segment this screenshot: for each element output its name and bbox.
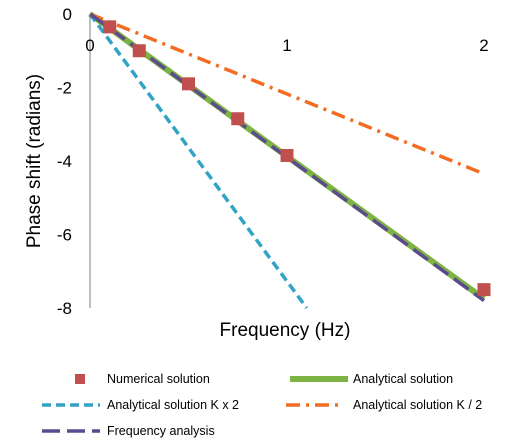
legend-item: Analytical solution K x 2 [42, 398, 239, 412]
legend-item: Analytical solution K / 2 [286, 398, 482, 412]
x-tick-label: 2 [479, 36, 488, 55]
legend-label: Numerical solution [107, 372, 210, 386]
y-tick-label: -2 [57, 79, 72, 98]
legend-label: Analytical solution [353, 372, 453, 386]
y-tick-label: -8 [57, 299, 72, 318]
data-point-marker [280, 148, 294, 162]
data-point-marker [103, 20, 117, 34]
data-point-marker [182, 77, 195, 91]
legend-label: Analytical solution K / 2 [353, 398, 482, 412]
y-tick-label: -6 [57, 226, 72, 245]
y-tick-label: -4 [57, 152, 72, 171]
data-point-marker [132, 44, 146, 58]
data-point-marker [231, 112, 245, 126]
x-tick-labels: 0 1 2 [85, 36, 488, 55]
legend-item: Frequency analysis [42, 424, 215, 438]
y-axis-label: Phase shift (radians) [24, 74, 45, 248]
legend-label: Frequency analysis [107, 424, 215, 438]
series-line-frequency-analysis [88, 12, 486, 303]
legend-item: Numerical solution [75, 372, 210, 386]
x-tick-label: 0 [85, 36, 94, 55]
data-point-marker [477, 283, 491, 297]
x-tick-label: 1 [282, 36, 291, 55]
plot-area [88, 11, 491, 310]
legend-item: Analytical solution [290, 372, 453, 386]
y-tick-labels: 0 -2 -4 -6 -8 [57, 5, 72, 318]
series-line-analytical-solution-k-x-2 [88, 12, 309, 310]
legend: Numerical solution Analytical solution Ana… [42, 372, 482, 438]
legend-swatch [75, 374, 85, 384]
legend-label: Analytical solution K x 2 [107, 398, 239, 412]
y-tick-label: 0 [63, 5, 72, 24]
x-axis-label: Frequency (Hz) [220, 320, 351, 341]
series-line-analytical-solution-k-2 [89, 12, 485, 176]
